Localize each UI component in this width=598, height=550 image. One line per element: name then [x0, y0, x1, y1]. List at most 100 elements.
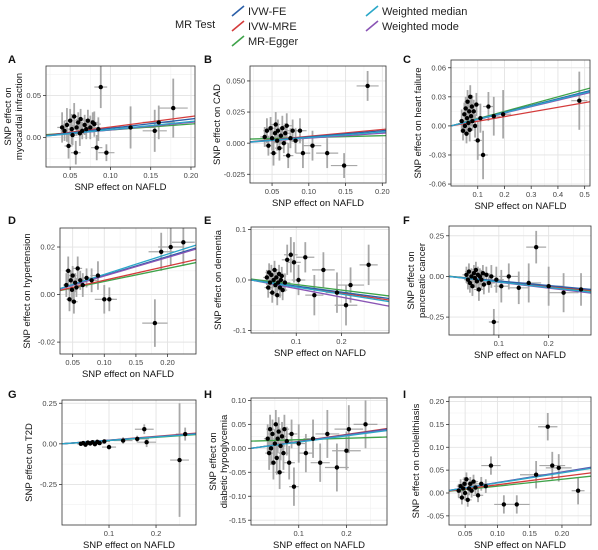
data-point [499, 283, 504, 289]
panel-b: 0.05 0.10 0.15 0.20-0.0250.0000.0250.050SNP… [204, 54, 390, 209]
data-point [474, 279, 480, 284]
data-point [275, 128, 281, 133]
y-axis-label-text: SNP effect on CAD [212, 84, 223, 165]
x-tick-label: 0.05 [63, 171, 78, 180]
y-tick-label: 0.20 [429, 397, 444, 406]
panel-label: G [8, 389, 17, 401]
legend-swatch [231, 5, 245, 17]
data-point [467, 127, 472, 132]
y-tick-label: -0.05 [229, 468, 246, 477]
data-point [489, 274, 494, 279]
y-tick-label: -0.1 [233, 326, 246, 335]
panel-f: 0.1 0.2 -0.25 0.00 0.25 SNP effect on NAFLD SN… [403, 215, 592, 361]
x-tick-label: 0.1 [104, 529, 114, 538]
y-axis-label-text: SNP effect onpancreatic cancer [406, 243, 428, 318]
y-tick-label: 0.25 [429, 231, 444, 240]
data-point [135, 436, 140, 442]
points [456, 424, 581, 507]
data-point [273, 422, 279, 427]
y-tick-label: -0.15 [229, 516, 246, 525]
data-point [462, 112, 467, 117]
x-tick-label: 0.1 [494, 339, 504, 348]
mr-line-ivw-mre [449, 472, 591, 492]
data-point [142, 427, 147, 432]
data-point [466, 120, 471, 126]
data-point [469, 104, 475, 109]
data-point [281, 450, 286, 456]
data-point [74, 125, 79, 130]
points [265, 422, 368, 489]
data-point [500, 112, 506, 117]
data-point [462, 490, 468, 496]
data-point [546, 283, 551, 289]
data-point [270, 290, 275, 295]
data-point [346, 426, 352, 432]
legend-item: IVW-FE [231, 5, 286, 18]
panel-border [250, 397, 388, 526]
legend-title: MR Test [175, 19, 215, 31]
data-point [278, 277, 284, 283]
data-point [466, 269, 472, 274]
mr-line-weighted-median [46, 120, 195, 137]
legend-item: Weighted mode [365, 20, 459, 33]
mr-lines [449, 275, 591, 294]
axis-ticks: 0.1 0.2 -0.25 0.00 0.25 [40, 399, 161, 538]
data-point [289, 431, 294, 437]
data-point [483, 483, 488, 489]
y-axis-label: SNP effect on T2D [24, 423, 35, 502]
data-point [128, 125, 133, 130]
panel-border [448, 225, 592, 336]
data-point [344, 448, 349, 453]
data-point [465, 277, 471, 282]
y-tick-label: -0.025 [224, 170, 245, 179]
data-point [461, 486, 466, 491]
axis-ticks: 0.05 0.10 0.15 0.20 -0.02 0.00 0.02 [38, 243, 175, 367]
legend-item: MR-Egger [231, 35, 298, 48]
panel-border [45, 65, 196, 168]
y-tick-label: -0.10 [229, 492, 246, 501]
y-tick-label: 0.02 [40, 243, 55, 252]
y-tick-label: 0.000 [226, 139, 245, 148]
x-axis-label: SNP effect on NAFLD [474, 201, 566, 212]
y-tick-label: 0.05 [429, 466, 444, 475]
data-point [484, 272, 489, 278]
data-point [312, 292, 317, 298]
data-point [78, 278, 83, 283]
data-point [266, 450, 272, 456]
x-tick-label: 0.20 [555, 529, 570, 538]
data-point [84, 275, 89, 281]
data-point [168, 244, 173, 250]
data-point [291, 484, 297, 489]
y-tick-label: 0.0 [236, 276, 246, 285]
points [59, 84, 176, 155]
data-point [262, 134, 267, 140]
data-point [310, 143, 315, 148]
panel-e: 0.1 0.2 -0.1 0.0 0.1 SNP effect on NAFLD SNP e… [204, 215, 390, 359]
data-point [67, 297, 72, 302]
data-point [69, 287, 75, 293]
data-point [288, 252, 294, 257]
data-point [102, 297, 107, 302]
legend-label: MR-Egger [248, 36, 298, 48]
panel-d: 0.05 0.10 0.15 0.20 -0.02 0.00 0.02 SNP effect … [8, 215, 197, 380]
legend-swatch [365, 5, 379, 17]
y-tick-label: 0.00 [431, 122, 446, 131]
y-axis-label: SNP effect onpancreatic cancer [406, 243, 428, 318]
data-point [473, 485, 478, 490]
data-point [120, 438, 126, 443]
legend-label: Weighted median [382, 6, 467, 18]
data-point [506, 274, 511, 279]
y-tick-label: 0.1 [236, 225, 246, 234]
panel-label: A [8, 54, 16, 66]
y-tick-label: 0.00 [231, 444, 246, 453]
y-tick-label: 0.050 [226, 77, 245, 86]
data-point [284, 257, 290, 263]
y-tick-label: 0.00 [26, 133, 41, 142]
y-axis-label: SNP effect onmyocardial infraction [3, 73, 25, 160]
data-point [325, 431, 330, 437]
data-point [269, 272, 274, 278]
data-point [171, 105, 176, 111]
data-point [575, 488, 581, 493]
axis-ticks: 0.05 0.10 0.15 0.20 0.00 0.05 [26, 91, 198, 180]
y-axis-label: SNP effect on cholelithiasis [411, 403, 422, 518]
